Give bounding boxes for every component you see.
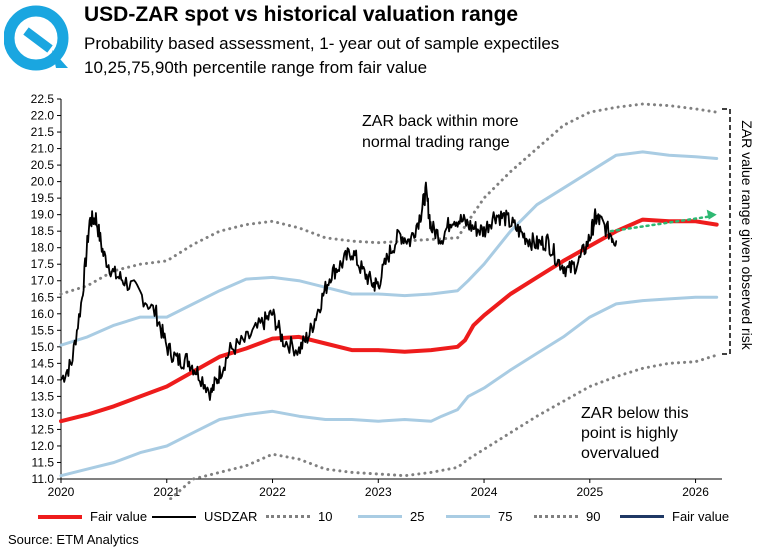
y-tick-label: 18.0 [31,241,55,255]
annotation-overvalued: ZAR below this point is highly overvalued [581,405,689,462]
annotations-group: ZAR back within more normal trading range… [362,108,755,462]
y-tick-label: 18.5 [31,224,55,238]
legend-label-p90: 90 [586,509,601,524]
y-tick-label: 19.0 [31,208,55,222]
x-tick-label: 2025 [576,485,603,499]
annotation-normal-range: ZAR back within more normal trading range [362,113,519,151]
legend-label-usdzar: USDZAR [204,509,258,524]
y-tick-label: 17.5 [31,257,55,271]
legend-swatch-usdzar [152,515,196,518]
y-tick-label: 16.0 [31,307,55,321]
value-range-bracket [722,108,731,355]
legend: Fair value USDZAR 10 25 75 90 Fair value [38,509,738,527]
y-tick-label: 20.0 [31,175,55,189]
y-tick-label: 11.5 [32,455,55,469]
y-tick-label: 15.0 [31,340,55,354]
logo-slash-icon [23,27,53,53]
legend-item-p25: 25 [358,509,424,524]
legend-swatch-fair-value-2 [620,515,664,518]
legend-item-p75: 75 [446,509,512,524]
legend-label-p10: 10 [318,509,333,524]
x-tick-label: 2020 [48,485,75,499]
annotation-value-range: ZAR value range given observed risk [739,120,755,351]
legend-swatch-p25 [358,515,402,518]
logo-ring-icon [4,5,69,71]
chart: 11.0 11.5 12.0 12.5 13.0 13.5 14.0 14.5 15.0 15.5… [31,92,755,500]
y-tick-label: 12.5 [31,422,55,436]
x-tick-label: 2024 [471,485,498,499]
y-tick-label: 21.5 [31,125,55,139]
series-line-25 [59,295,719,478]
legend-item-p10: 10 [266,509,332,524]
y-tick-label: 16.5 [31,290,55,304]
y-tick-label: 22.0 [31,109,55,123]
y-tick-label: 12.0 [31,439,55,453]
y-tick-label: 15.5 [31,323,55,337]
series-line-10 [166,353,719,500]
series-line-usdzar [60,181,618,401]
etm-logo [4,5,69,71]
legend-item-fair-value-2: Fair value [620,509,729,524]
annotation-normal-range-line: ZAR back within more [362,113,519,130]
projection-arrow-head [706,209,717,220]
x-tick-label: 2022 [259,485,286,499]
annotation-overvalued-line: ZAR below this [581,405,689,422]
legend-item-fair-value: Fair value [38,509,147,524]
legend-swatch-p75 [446,515,490,518]
logo-tail-icon [52,50,68,68]
y-tick-label: 22.5 [31,92,55,106]
legend-item-usdzar: USDZAR [152,509,257,524]
y-tick-label: 11.0 [32,472,55,486]
y-tick-label: 20.5 [31,158,55,172]
x-tick-label: 2023 [365,485,392,499]
axes: 11.0 11.5 12.0 12.5 13.0 13.5 14.0 14.5 15.0 15.5… [31,92,722,499]
x-tick-label: 2026 [682,485,709,499]
y-tick-label: 13.5 [31,389,55,403]
x-tick-label: 2021 [153,485,180,499]
projection-arrow-line [609,215,710,233]
annotation-normal-range-line: normal trading range [362,134,510,151]
series-line-75 [59,150,719,347]
series-line-fair-value [59,217,719,424]
series-line-90 [59,102,719,296]
chart-title: USD-ZAR spot vs historical valuation ran… [84,3,519,26]
y-tick-label: 13.0 [31,406,55,420]
y-tick-label: 21.0 [31,142,55,156]
annotation-overvalued-line: point is highly [581,425,678,442]
series-group [59,102,719,500]
legend-label-fair-value: Fair value [90,509,148,524]
y-tick-label: 19.5 [31,191,55,205]
legend-label-p75: 75 [498,509,513,524]
legend-label-p25: 25 [410,509,425,524]
y-tick-label: 17.0 [31,274,55,288]
legend-label-fair-value-2: Fair value [672,509,730,524]
annotation-overvalued-line: overvalued [581,445,659,462]
y-tick-label: 14.0 [31,373,55,387]
legend-swatch-p90 [534,515,578,518]
legend-swatch-p10 [266,515,310,518]
y-tick-label: 14.5 [31,356,55,370]
legend-swatch-fair-value [38,514,82,519]
chart-subtitle-1: Probability based assessment, 1- year ou… [84,34,560,53]
source-note: Source: ETM Analytics [8,532,139,547]
chart-subtitle-2: 10,25,75,90th percentile range from fair… [84,58,428,77]
legend-item-p90: 90 [534,509,600,524]
